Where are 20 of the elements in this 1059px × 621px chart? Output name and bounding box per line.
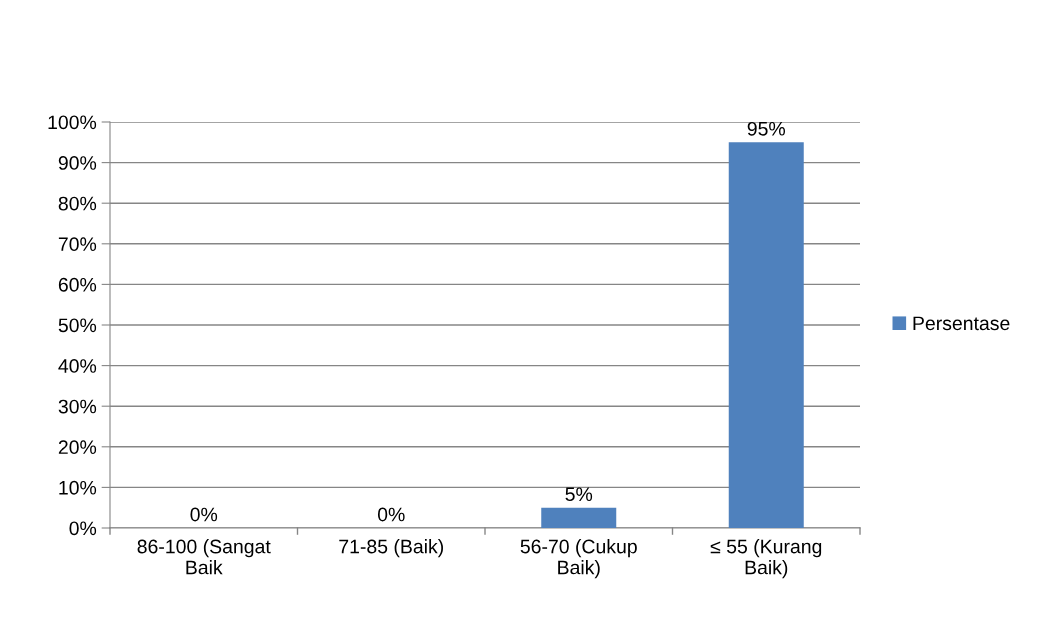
data-label: 0% bbox=[377, 507, 405, 522]
data-label: 5% bbox=[565, 487, 593, 502]
y-tick-label: 50% bbox=[58, 318, 97, 333]
x-tick-label: 86-100 (Sangat Baik bbox=[137, 539, 271, 575]
y-tick-label: 70% bbox=[58, 237, 97, 252]
y-tick-label: 10% bbox=[59, 480, 97, 495]
y-tick-label: 100% bbox=[48, 115, 97, 130]
y-tick-label: 0% bbox=[69, 521, 97, 536]
legend-label: Persentase bbox=[913, 316, 1010, 331]
x-tick-label: 56-70 (Cukup Baik) bbox=[520, 539, 637, 579]
y-tick-label: 20% bbox=[58, 440, 97, 455]
data-label: 95% bbox=[747, 121, 786, 136]
y-tick-label: 60% bbox=[58, 277, 97, 292]
y-tick-label: 80% bbox=[58, 196, 97, 211]
y-tick-label: 90% bbox=[58, 156, 97, 170]
y-tick-label: 30% bbox=[58, 399, 97, 414]
x-tick-label: 71-85 (Baik) bbox=[339, 539, 443, 558]
data-label: 0% bbox=[190, 507, 218, 522]
y-tick-label: 40% bbox=[58, 359, 97, 373]
x-tick-label: ≤ 55 (Kurang Baik) bbox=[710, 539, 822, 579]
